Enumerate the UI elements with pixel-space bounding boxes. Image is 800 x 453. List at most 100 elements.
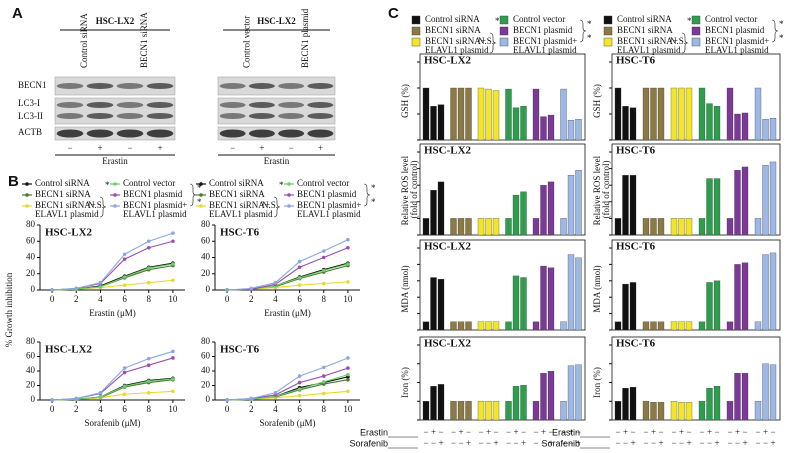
treatment-sign: − [541, 438, 546, 448]
legend-significance: * [371, 197, 376, 207]
treatment-sign: − [478, 427, 483, 437]
legend-significance: * [197, 183, 202, 193]
legend-swatch [603, 26, 613, 36]
plot-frame [611, 336, 781, 421]
blot-band [86, 83, 114, 89]
data-point [74, 396, 79, 401]
blot-header: HSC-LX2 [257, 16, 296, 26]
legend-brace [363, 183, 371, 207]
bar [769, 364, 777, 421]
legend-label: BECN1 siRNA [617, 25, 673, 35]
bar [465, 321, 472, 331]
x-tick-label: 8 [147, 404, 152, 414]
data-point [98, 390, 103, 395]
legend-brace [681, 32, 689, 54]
data-point [321, 374, 326, 378]
treatment-sign: + [486, 427, 491, 437]
bar [741, 166, 749, 236]
legend-label: Control vector [297, 178, 349, 188]
y-tick-label: 40 [26, 252, 36, 262]
legend-marker [25, 204, 29, 208]
bar [492, 218, 500, 236]
bar [437, 104, 445, 141]
treatment-sign: − [478, 438, 483, 448]
bar [734, 113, 741, 141]
treatment-sign: − [686, 427, 691, 437]
treatment-sign: + [466, 438, 471, 448]
bar [560, 401, 567, 421]
x-tick-label: 0 [225, 404, 230, 414]
treatment-label: Erastin [552, 427, 580, 437]
treatment-sign: − [289, 143, 294, 153]
treatment-sign: − [506, 427, 511, 437]
data-point [122, 257, 127, 261]
bar [567, 254, 575, 331]
row-label: BECN1 [18, 80, 47, 90]
y-axis-label: MDA (nmol) [592, 265, 602, 312]
blot-strip [217, 76, 336, 96]
treatment-sign: + [735, 427, 740, 437]
chart-title: HSC-T6 [616, 241, 656, 253]
legend-brace [771, 19, 779, 43]
bar [422, 321, 430, 331]
x-tick-label: 2 [249, 294, 254, 304]
data-point [297, 374, 302, 378]
legend-significance: * [105, 180, 110, 190]
legend-label: BECN1 siRNA [425, 25, 481, 35]
chart-title: HSC-LX2 [45, 344, 93, 356]
bar [560, 218, 567, 236]
treatment-sign: + [763, 427, 768, 437]
data-point [321, 391, 326, 396]
treatment-sign: + [259, 143, 264, 153]
treatment-sign: + [521, 438, 526, 448]
bar [678, 87, 685, 141]
data-point [346, 377, 350, 382]
bar [657, 87, 665, 141]
legend-swatch [411, 37, 421, 47]
treatment-sign: − [727, 438, 732, 448]
treatment-sign: − [431, 438, 436, 448]
x-tick-label: 8 [147, 294, 152, 304]
data-point [225, 398, 229, 402]
bar [520, 385, 527, 421]
panel-label: C [388, 5, 399, 22]
y-tick-label: 0 [206, 394, 211, 404]
blot-band [86, 102, 114, 108]
treatment-label: Sorafenib [349, 438, 388, 448]
bar [575, 119, 582, 141]
bar [540, 372, 547, 421]
bar [642, 321, 650, 331]
data-point [171, 262, 175, 266]
data-point [273, 390, 278, 395]
legend-significance: * [779, 33, 784, 43]
legend-label: Control vector [705, 14, 757, 24]
bar [457, 321, 465, 331]
y-tick-label: 40 [26, 365, 36, 375]
bar [430, 277, 437, 331]
treatment-sign: − [533, 438, 538, 448]
bar [450, 218, 457, 236]
bar [657, 218, 665, 236]
bar [477, 401, 485, 421]
bar [650, 218, 657, 236]
blot-band [307, 102, 334, 108]
bar [629, 107, 637, 141]
treatment-sign: − [643, 427, 648, 437]
bar [650, 87, 657, 141]
bar [567, 120, 575, 141]
blot-band [86, 129, 114, 138]
bar [650, 321, 657, 331]
data-point [171, 377, 175, 381]
bar [505, 218, 512, 236]
bar [685, 218, 693, 236]
treatment-sign: + [658, 438, 663, 448]
bar [670, 401, 678, 421]
treatment-sign: − [576, 427, 581, 437]
x-tick-label: 10 [343, 294, 353, 304]
data-point [98, 280, 103, 285]
plot-frame [419, 239, 586, 331]
x-tick-label: 0 [225, 294, 230, 304]
treatment-sign: + [651, 427, 656, 437]
treatment-sign: − [630, 427, 635, 437]
